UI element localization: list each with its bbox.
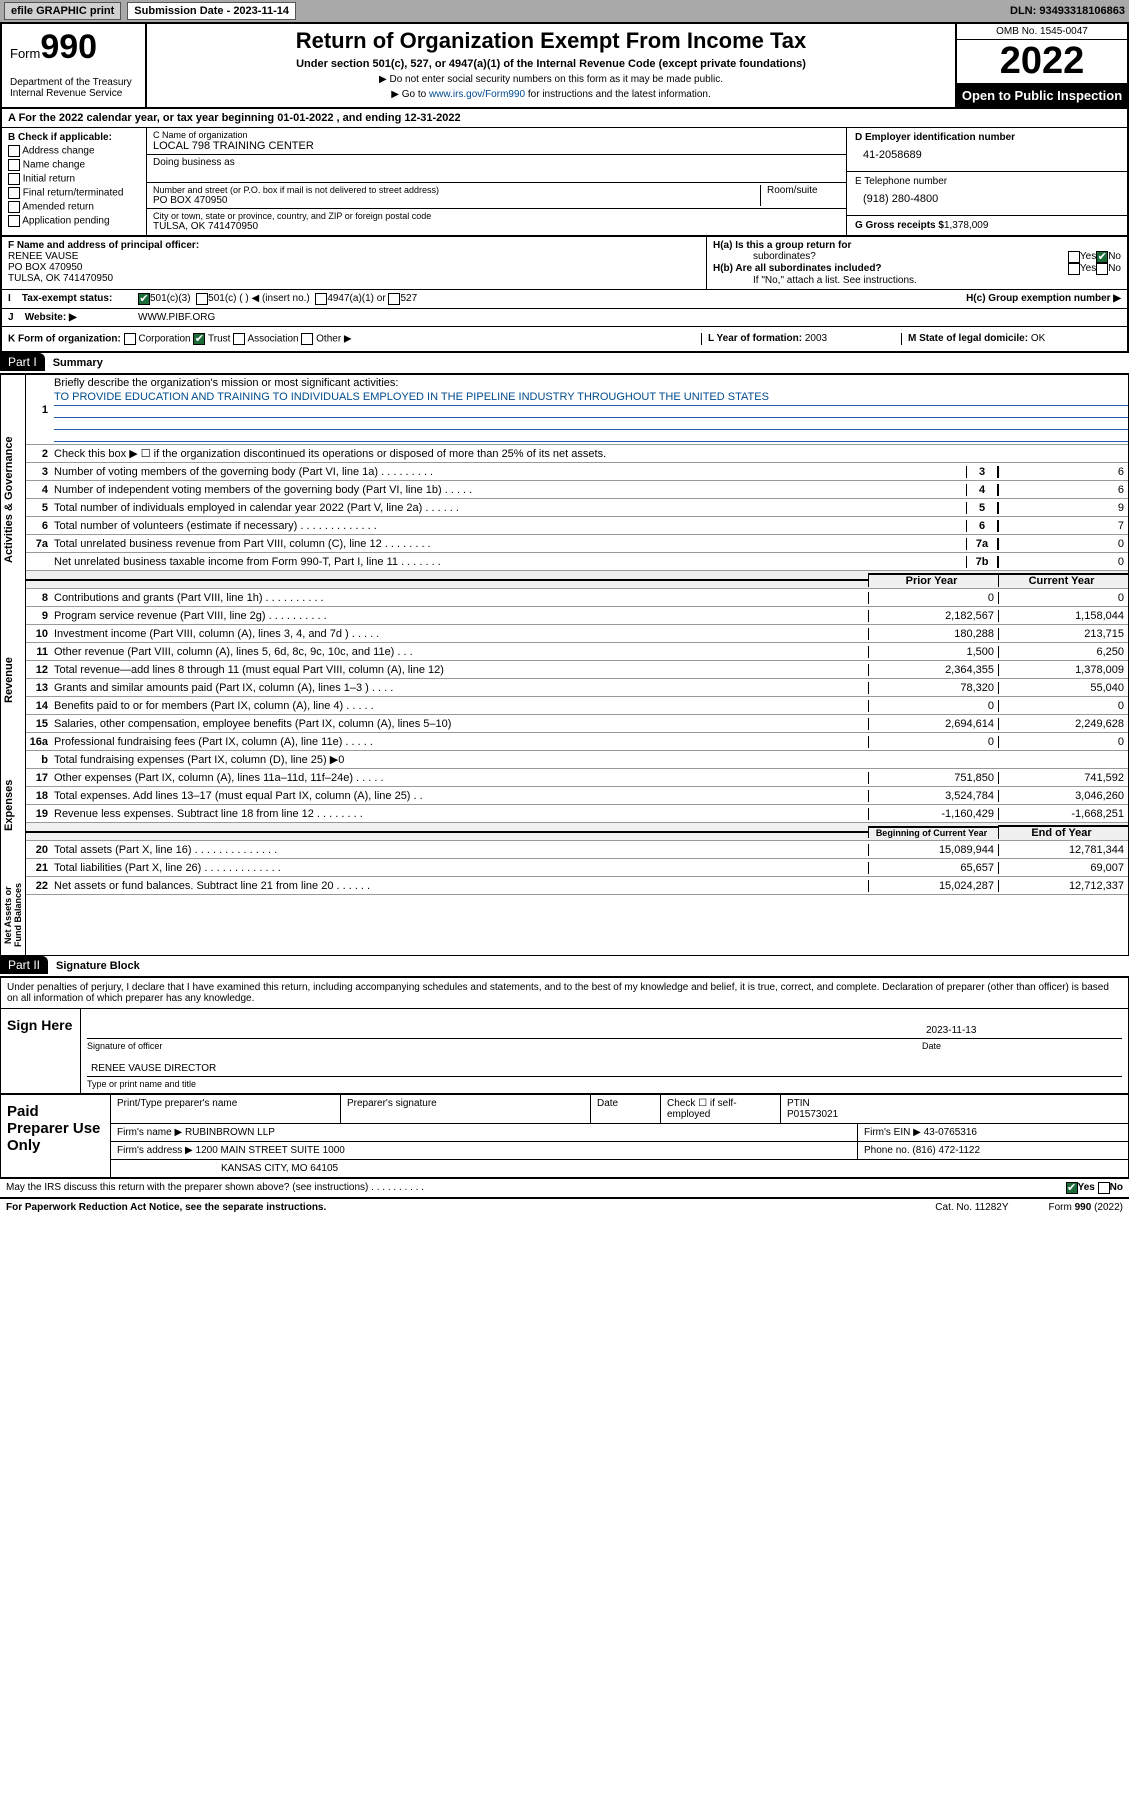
officer-name-title: RENEE VAUSE DIRECTOR [87,1051,1122,1077]
form-header: Form990 Department of the Treasury Inter… [0,22,1129,109]
org-address: PO BOX 470950 [153,195,760,206]
irs-link[interactable]: www.irs.gov/Form990 [429,89,525,100]
row-j-website: J Website: ▶ WWW.PIBF.ORG [0,309,1129,327]
top-bar: efile GRAPHIC print Submission Date - 20… [0,0,1129,22]
dln: DLN: 93493318106863 [1010,5,1125,17]
signature-block: Under penalties of perjury, I declare th… [0,976,1129,1094]
firm-addr: 1200 MAIN STREET SUITE 1000 [196,1145,345,1156]
sign-here-label: Sign Here [1,1009,81,1093]
org-name: LOCAL 798 TRAINING CENTER [153,140,840,152]
paid-preparer-label: Paid Preparer Use Only [1,1095,111,1177]
vtab-governance: Activities & Governance [1,375,26,625]
row-k-form-org: K Form of organization: Corporation ✔ Tr… [0,327,1129,353]
sig-date: 2023-11-13 [922,1013,1122,1039]
vtab-revenue: Revenue [1,625,26,735]
telephone: (918) 280-4800 [855,187,1119,211]
org-city: TULSA, OK 741470950 [153,221,840,232]
block-bcd: B Check if applicable: Address change Na… [0,128,1129,237]
form-number: Form990 [10,28,137,67]
row-i-tax-status: I Tax-exempt status: ✔ 501(c)(3) 501(c) … [0,290,1129,309]
ein-value: 41-2058689 [855,143,1119,167]
form-title: Return of Organization Exempt From Incom… [151,28,951,54]
vtab-net: Net Assets or Fund Balances [1,875,26,955]
open-public: Open to Public Inspection [957,84,1127,107]
note-goto: ▶ Go to www.irs.gov/Form990 for instruct… [151,89,951,100]
paid-preparer: Paid Preparer Use Only Print/Type prepar… [0,1094,1129,1178]
summary-table: Activities & Governance Revenue Expenses… [0,373,1129,956]
irs-discuss: May the IRS discuss this return with the… [0,1178,1129,1197]
website-url: WWW.PIBF.ORG [138,312,215,323]
note-ssn: ▶ Do not enter social security numbers o… [151,74,951,85]
room-suite: Room/suite [760,185,840,206]
dept-treasury: Department of the Treasury Internal Reve… [10,77,137,99]
under-section: Under section 501(c), 527, or 4947(a)(1)… [151,58,951,70]
firm-phone: (816) 472-1122 [912,1145,980,1156]
col-d-ein: D Employer identification number41-20586… [847,128,1127,235]
principal-officer: F Name and address of principal officer:… [2,237,707,289]
col-c-org: C Name of organizationLOCAL 798 TRAINING… [147,128,847,235]
form-footer: Form 990 (2022) [1049,1202,1124,1213]
col-b-checkboxes: B Check if applicable: Address change Na… [2,128,147,235]
efile-button[interactable]: efile GRAPHIC print [4,2,121,20]
vtab-expenses: Expenses [1,735,26,875]
firm-addr2: KANSAS CITY, MO 64105 [111,1160,1128,1177]
submission-date: Submission Date - 2023-11-14 [127,2,296,20]
firm-ein: 43-0765316 [924,1127,977,1138]
perjury-declaration: Under penalties of perjury, I declare th… [1,978,1128,1008]
paperwork-notice: For Paperwork Reduction Act Notice, see … [6,1202,326,1213]
block-fh: F Name and address of principal officer:… [0,237,1129,290]
cat-no: Cat. No. 11282Y [935,1202,1008,1213]
omb-number: OMB No. 1545-0047 [957,24,1127,40]
dba: Doing business as [147,155,846,183]
h-group: H(a) Is this a group return for subordin… [707,237,1127,289]
ptin: P01573021 [787,1109,838,1120]
firm-name: RUBINBROWN LLP [185,1127,275,1138]
tax-year: 2022 [957,40,1127,84]
part-i-tab: Part I [0,353,45,371]
gross-receipts: 1,378,009 [944,220,989,231]
row-a-taxyear: A For the 2022 calendar year, or tax yea… [0,109,1129,128]
part-ii-tab: Part II [0,956,48,974]
